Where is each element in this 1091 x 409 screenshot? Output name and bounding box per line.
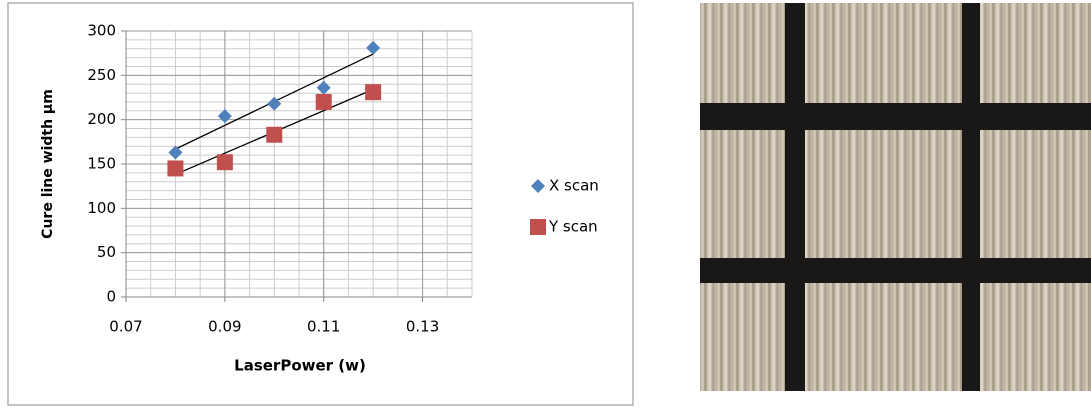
- y-tick-label: 100: [87, 199, 116, 217]
- y-tick-label: 50: [97, 243, 116, 261]
- grid-bar: [700, 258, 1091, 283]
- y-tick-label: 150: [87, 155, 116, 173]
- page: Cure line width µm LaserPower (w) 0 50 100…: [0, 0, 1091, 409]
- grid-bar: [962, 3, 980, 391]
- x-tick-label: 0.09: [208, 318, 241, 336]
- point: [167, 160, 183, 176]
- chart: Cure line width µm LaserPower (w) 0 50 100…: [0, 0, 640, 409]
- x-tick-label: 0.13: [406, 318, 439, 336]
- x-tick-label: 0.07: [109, 318, 142, 336]
- x-axis-title: LaserPower (w): [234, 357, 366, 375]
- y-tick-label: 0: [106, 288, 116, 306]
- legend-label: X scan: [549, 177, 599, 195]
- y-tick-label: 250: [87, 66, 116, 84]
- legend-marker: [530, 219, 546, 235]
- point: [316, 94, 332, 110]
- point: [266, 127, 282, 143]
- point: [217, 154, 233, 170]
- legend-label: Y scan: [548, 218, 598, 236]
- grid-bar: [700, 103, 1091, 130]
- y-tick-label: 300: [87, 22, 116, 40]
- x-tick-label: 0.11: [307, 318, 340, 336]
- point: [365, 84, 381, 100]
- y-tick-label: 200: [87, 110, 116, 128]
- y-axis-title: Cure line width µm: [40, 89, 56, 239]
- grid-bar: [785, 3, 805, 391]
- micrograph: [700, 3, 1091, 391]
